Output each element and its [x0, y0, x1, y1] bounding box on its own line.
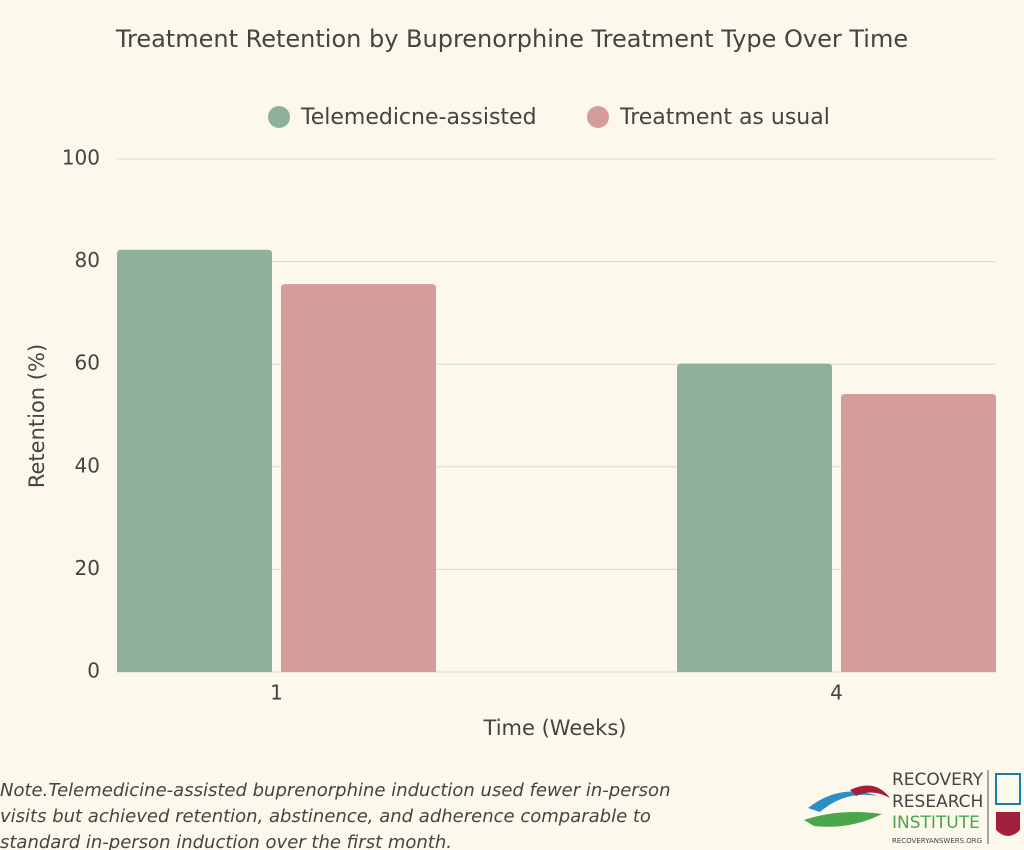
- y-tick-label: 20: [75, 556, 100, 580]
- bar: [281, 284, 436, 672]
- legend-swatch: [268, 106, 290, 128]
- chart-title: Treatment Retention by Buprenorphine Tre…: [115, 25, 908, 53]
- chart: Treatment Retention by Buprenorphine Tre…: [25, 25, 996, 740]
- logo-shield: [996, 812, 1020, 836]
- bar: [841, 393, 996, 672]
- legend-swatch: [587, 106, 609, 128]
- y-tick-label: 80: [75, 248, 100, 272]
- x-tick-label: 4: [830, 681, 843, 705]
- logo-swoosh: [850, 785, 890, 798]
- y-tick-label: 0: [87, 659, 100, 683]
- legend-label: Treatment as usual: [619, 105, 830, 130]
- bar: [677, 363, 832, 672]
- logo-text: INSTITUTE: [892, 813, 980, 833]
- bar: [117, 249, 272, 672]
- logo-swoosh: [808, 791, 878, 812]
- logo-text: RECOVERY: [892, 770, 984, 790]
- y-axis-label: Retention (%): [25, 344, 49, 488]
- x-tick-label: 1: [270, 681, 283, 705]
- logo-url: RECOVERYANSWERS.ORG: [892, 837, 982, 845]
- logo-icon: [995, 773, 1021, 805]
- x-axis-label: Time (Weeks): [483, 716, 627, 740]
- logo: RECOVERY RESEARCH INSTITUTE RECOVERYANSW…: [804, 770, 1021, 845]
- y-tick-label: 60: [75, 351, 100, 375]
- legend-label: Telemedicne-assisted: [300, 105, 537, 130]
- logo-text: RESEARCH: [892, 792, 983, 812]
- y-tick-label: 100: [62, 146, 100, 170]
- logo-swoosh: [804, 812, 882, 827]
- y-tick-label: 40: [75, 453, 100, 477]
- note: Note.Telemedicine-assisted buprenorphine…: [0, 780, 671, 850]
